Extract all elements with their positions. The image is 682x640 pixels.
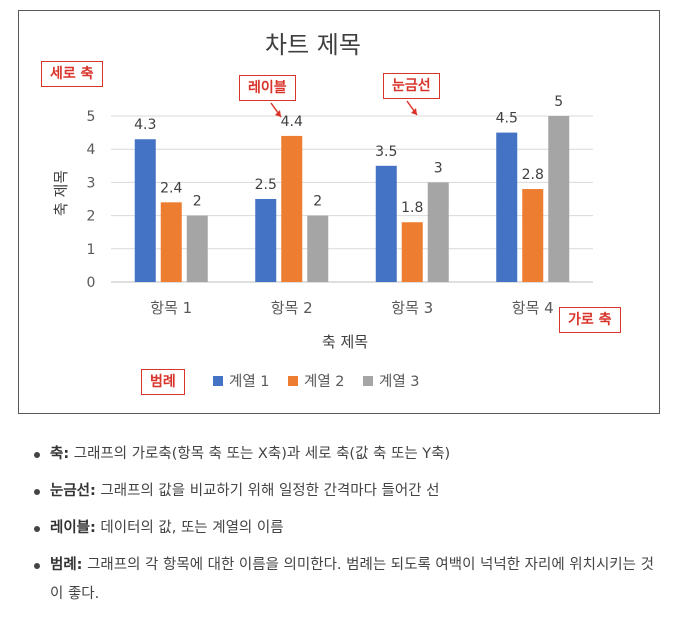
data-label: 4.4 xyxy=(281,114,303,130)
data-label: 5 xyxy=(554,94,563,110)
bar-series-1 xyxy=(496,132,518,282)
legend-label: 계열 1 xyxy=(229,373,270,390)
data-label: 2 xyxy=(193,194,202,210)
y-axis-title: 축 제목 xyxy=(52,170,70,216)
bar-series-3 xyxy=(548,116,570,282)
legend-swatch-series-1 xyxy=(213,376,223,386)
note-text: 그래프의 각 항목에 대한 이름을 의미한다. 범례는 되도록 여백이 넉넉한 … xyxy=(50,557,654,602)
note-text: 그래프의 값을 비교하기 위해 일정한 간격마다 들어간 선 xyxy=(95,483,440,499)
callout-x-axis: 가로 축 xyxy=(559,307,621,333)
data-label: 4.3 xyxy=(134,117,156,133)
chart-title: 차트 제목 xyxy=(265,31,361,59)
y-tick-label: 0 xyxy=(87,275,96,291)
note-term: 레이블: xyxy=(50,520,96,536)
note-item-legend: 범례: 그래프의 각 항목에 대한 이름을 의미한다. 범례는 되도록 여백이 … xyxy=(26,551,666,609)
callout-arrowhead xyxy=(275,110,281,117)
bar-series-3 xyxy=(427,182,449,282)
x-tick-label: 항목 2 xyxy=(271,299,313,317)
bar-chart: 차트 제목 0 1 2 3 4 5 4.3 2.4 2 2.5 4.4 2 3.5 1.8 3 4.5 2.8… xyxy=(52,31,593,390)
callout-arrowhead xyxy=(411,108,417,115)
bar-series-2 xyxy=(401,222,423,282)
notes-list: 축: 그래프의 가로축(항목 축 또는 X축)과 세로 축(값 축 또는 Y축)… xyxy=(26,440,666,617)
bar-series-2 xyxy=(281,135,303,282)
legend-swatch-series-2 xyxy=(288,376,298,386)
callout-label: 레이블 xyxy=(239,75,296,101)
y-tick-label: 4 xyxy=(87,142,96,158)
bar-series-2 xyxy=(160,202,182,282)
note-text: 데이터의 값, 또는 계열의 이름 xyxy=(95,520,284,536)
x-tick-label: 항목 4 xyxy=(512,299,554,317)
data-label: 1.8 xyxy=(401,200,423,216)
legend-swatch-series-3 xyxy=(363,376,373,386)
note-term: 범례: xyxy=(50,557,83,573)
data-label: 3 xyxy=(434,160,443,176)
note-item-axis: 축: 그래프의 가로축(항목 축 또는 X축)과 세로 축(값 축 또는 Y축) xyxy=(26,440,666,469)
data-label: 4.5 xyxy=(496,111,518,127)
data-label: 2.5 xyxy=(255,177,277,193)
data-label: 2 xyxy=(313,194,322,210)
x-tick-label: 항목 1 xyxy=(150,299,192,317)
x-axis-title: 축 제목 xyxy=(322,333,368,351)
y-tick-label: 1 xyxy=(87,242,96,258)
callout-gridline: 눈금선 xyxy=(383,73,440,99)
callout-legend: 범례 xyxy=(141,369,185,395)
data-label: 2.8 xyxy=(522,167,544,183)
bar-series-1 xyxy=(134,139,156,282)
callout-y-axis: 세로 축 xyxy=(41,61,103,87)
note-term: 눈금선: xyxy=(50,483,96,499)
bar-series-3 xyxy=(307,215,329,282)
bar-series-1 xyxy=(255,199,277,282)
note-item-label: 레이블: 데이터의 값, 또는 계열의 이름 xyxy=(26,514,666,543)
legend-label: 계열 2 xyxy=(304,373,345,390)
chart-container: 차트 제목 0 1 2 3 4 5 4.3 2.4 2 2.5 4.4 2 3.5 1.8 3 4.5 2.8… xyxy=(18,10,660,414)
bar-series-3 xyxy=(186,215,208,282)
note-text: 그래프의 가로축(항목 축 또는 X축)과 세로 축(값 축 또는 Y축) xyxy=(69,446,451,462)
legend: 계열 1 계열 2 계열 3 xyxy=(213,100,420,390)
note-item-gridline: 눈금선: 그래프의 값을 비교하기 위해 일정한 간격마다 들어간 선 xyxy=(26,477,666,506)
note-term: 축: xyxy=(50,446,70,462)
data-label: 3.5 xyxy=(375,144,397,160)
y-tick-label: 3 xyxy=(87,175,96,191)
legend-label: 계열 3 xyxy=(379,373,420,390)
bar-series-1 xyxy=(375,165,397,282)
x-tick-label: 항목 3 xyxy=(391,299,433,317)
data-label: 2.4 xyxy=(160,180,182,196)
y-tick-label: 2 xyxy=(87,209,96,225)
bar-series-2 xyxy=(522,189,544,282)
y-tick-label: 5 xyxy=(87,109,96,125)
